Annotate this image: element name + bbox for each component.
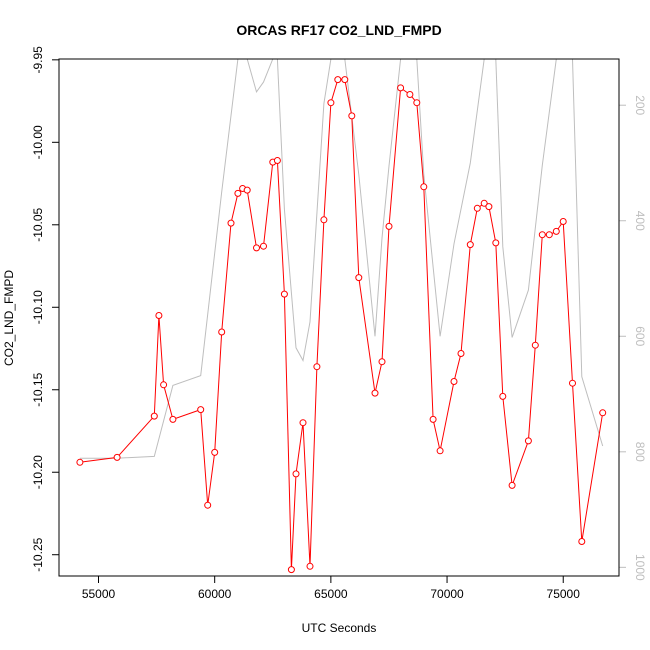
data-point [499, 392, 507, 400]
y-tick-label: -10.20 [31, 455, 45, 489]
x-tick-label: 70000 [430, 587, 464, 601]
chart-title: ORCAS RF17 CO2_LND_FMPD [236, 22, 441, 38]
data-point [524, 437, 532, 445]
x-tick-label: 55000 [82, 587, 116, 601]
data-point [569, 379, 576, 387]
data-point [169, 415, 177, 423]
data-point [155, 312, 163, 319]
data-point [211, 448, 219, 456]
data-point [320, 216, 328, 224]
data-point [599, 409, 607, 417]
data-point [273, 157, 281, 164]
data-point [160, 381, 168, 389]
data-point [545, 231, 553, 239]
data-point [397, 84, 405, 92]
y2-axis-right: 200 400 600 800 1000 [618, 95, 647, 581]
data-point [348, 112, 356, 120]
y-tick-label: -10.05 [31, 207, 45, 241]
data-point [306, 562, 314, 570]
x-axis-label: UTC Seconds [302, 621, 377, 635]
y2-tick-label: 800 [633, 442, 647, 462]
right-series-layer [79, 59, 604, 459]
data-point [327, 99, 335, 107]
data-point [113, 453, 121, 461]
data-point [76, 458, 84, 466]
data-point [218, 328, 226, 336]
data-point [485, 203, 493, 211]
data-point [150, 412, 158, 420]
data-point [227, 219, 235, 227]
data-point [371, 389, 379, 397]
y2-tick-label: 600 [633, 326, 647, 346]
x-tick-label: 65000 [314, 587, 348, 601]
data-point [466, 241, 474, 249]
y-tick-label: -10.25 [31, 537, 45, 571]
y-tick-label: -10.00 [31, 125, 45, 159]
data-point [287, 566, 295, 574]
data-point [243, 186, 251, 194]
data-point [559, 218, 567, 225]
data-point [480, 199, 488, 207]
y-axis-label: CO2_LND_FMPD [2, 270, 16, 366]
series-line-right-0 [79, 59, 604, 459]
data-point [538, 231, 546, 239]
data-point [313, 363, 321, 371]
y2-tick-label: 1000 [633, 554, 647, 581]
data-point [292, 470, 300, 478]
data-point [385, 222, 393, 230]
data-point [299, 419, 307, 427]
y-tick-label: -10.10 [31, 290, 45, 324]
x-axis: 55000 60000 65000 70000 75000 [82, 575, 581, 601]
series-line-left-0 [79, 79, 604, 570]
data-point [420, 183, 428, 191]
x-tick-label: 60000 [198, 587, 232, 601]
data-point [204, 501, 212, 509]
data-point [413, 99, 421, 107]
data-point [457, 350, 465, 357]
y-tick-label: -10.15 [31, 372, 45, 406]
data-point [429, 415, 437, 423]
y2-tick-label: 400 [633, 211, 647, 231]
plot-frame [58, 58, 620, 577]
data-point [234, 189, 242, 197]
data-point [492, 239, 500, 247]
y-axis: -10.25 -10.20 -10.15 -10.10 -10.05 -10.00 -9.9… [31, 46, 60, 572]
left-series-layer [76, 76, 607, 574]
data-point [406, 91, 414, 98]
data-point [450, 378, 458, 385]
data-point [578, 538, 586, 545]
data-point [355, 274, 363, 282]
data-point [473, 204, 481, 212]
data-point [253, 244, 260, 252]
data-point [436, 447, 444, 455]
data-point [197, 406, 205, 414]
y2-tick-label: 200 [633, 95, 647, 115]
data-point [334, 76, 342, 84]
data-point [378, 358, 386, 366]
data-point [531, 341, 539, 349]
y-tick-label: -9.95 [31, 46, 45, 74]
data-point [508, 481, 516, 489]
data-point [280, 290, 288, 298]
x-tick-label: 75000 [547, 587, 581, 601]
data-point [552, 227, 560, 235]
data-point [260, 242, 267, 250]
data-point [341, 76, 349, 84]
